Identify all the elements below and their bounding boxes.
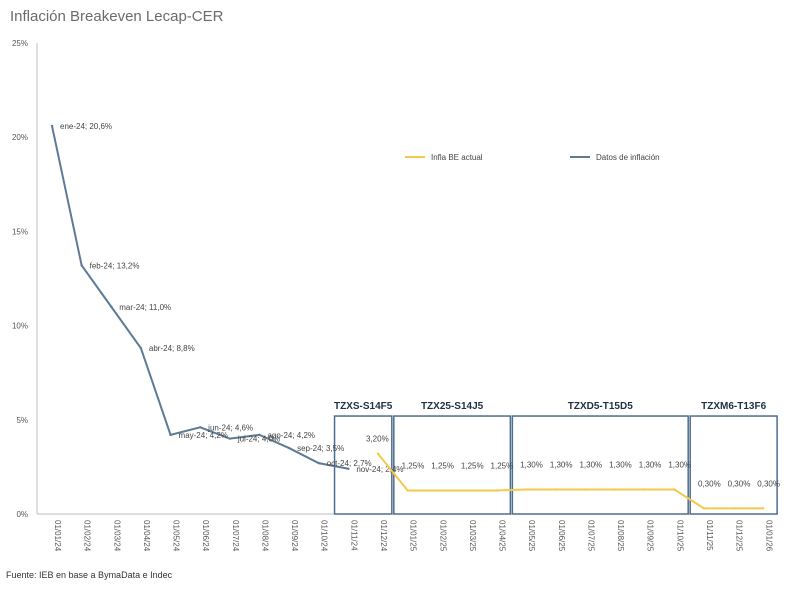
x-tick-label: 01/10/24 [320,520,329,552]
y-tick-label: 20% [12,133,28,142]
data-label: 0,30% [757,479,780,488]
x-tick-label: 01/04/24 [142,520,151,552]
data-point [465,489,469,492]
data-label: 1,30% [668,461,691,470]
x-tick-label: 01/05/24 [172,520,181,552]
data-point [287,446,291,450]
x-tick-label: 01/08/24 [260,520,269,552]
legend-label: Datos de inflación [596,153,660,162]
data-point [613,488,617,491]
data-point [702,507,706,510]
x-tick-label: 01/02/25 [438,520,447,552]
data-label: 3,20% [366,435,389,444]
data-label: feb-24; 13,2% [90,261,140,270]
data-point [347,467,350,470]
x-tick-label: 01/01/26 [764,520,773,552]
x-tick-label: 01/06/25 [557,520,566,552]
data-label: 1,30% [579,461,602,470]
data-label: 0,30% [698,479,721,488]
x-tick-label: 01/11/25 [705,520,714,551]
data-point [376,452,380,455]
data-label: sep-24; 3,5% [297,444,344,453]
y-tick-label: 5% [16,416,28,425]
series-line [51,125,349,470]
x-tick-label: 01/03/24 [112,520,121,552]
y-tick-label: 0% [16,510,28,519]
data-point [495,489,498,492]
data-point [139,347,143,350]
data-point [584,488,587,491]
data-point [110,305,113,308]
data-label: 1,30% [550,461,573,470]
data-point [50,124,54,128]
data-label: ago-24; 4,2% [267,431,315,440]
data-point [198,426,202,429]
series-line [377,453,764,510]
data-point [554,488,558,491]
y-tick-label: 10% [12,322,28,331]
data-point [228,437,232,440]
bond-box [333,415,393,515]
x-tick-label: 01/11/24 [349,520,358,551]
data-label: mar-24; 11,0% [119,303,171,312]
x-tick-label: 01/09/24 [290,520,299,552]
x-tick-label: 01/05/25 [527,520,536,552]
x-tick-label: 01/12/25 [735,520,744,552]
bond-box-label: TZXD5-T15D5 [568,401,633,412]
chart-title: Inflación Breakeven Lecap-CER [10,8,224,25]
data-point [436,489,439,492]
bond-box-label: TZXS-S14F5 [334,401,393,412]
legend-label: Infla BE actual [431,153,483,162]
data-label: nov-24; 2,4% [356,465,403,474]
x-tick-label: 01/06/24 [201,520,210,552]
x-tick-label: 01/10/25 [675,520,684,552]
x-tick-label: 01/07/24 [231,520,240,552]
data-point [80,264,83,267]
x-tick-label: 01/01/24 [53,520,62,552]
y-tick-label: 15% [12,227,28,236]
bond-box-label: TZXM6-T13F6 [701,401,766,412]
y-tick-label: 25% [12,39,28,48]
data-point [732,507,735,510]
data-point [406,489,409,492]
bond-box-label: TZX25-S14J5 [421,401,484,412]
x-tick-label: 01/07/25 [586,520,595,552]
x-tick-label: 01/01/25 [409,520,418,552]
data-point [317,461,320,465]
data-label: 1,25% [431,461,454,470]
data-label: 1,25% [491,461,514,470]
data-label: abr-24; 8,8% [149,344,195,353]
data-point [643,488,646,491]
data-point [762,507,765,510]
x-tick-label: 01/12/24 [379,520,388,552]
x-tick-label: 01/08/25 [616,520,625,552]
bond-box [393,415,512,515]
data-point [169,433,172,437]
data-label: ene-24; 20,6% [60,122,112,131]
data-label: jul-24; 4,0% [237,435,280,444]
data-label: 1,30% [639,461,662,470]
data-label: 1,25% [402,461,425,470]
x-tick-label: 01/02/24 [83,520,92,552]
data-point [673,488,676,491]
bond-box [689,415,778,515]
bond-box [511,415,689,515]
data-point [258,433,261,437]
data-label: 0,30% [728,479,751,488]
source-note: Fuente: IEB en base a BymaData e Indec [6,570,173,580]
data-label: jun-24; 4,6% [207,423,253,432]
data-label: oct-24; 2,7% [327,459,372,468]
data-label: 1,30% [609,461,632,470]
data-label: may-24; 4,2% [179,431,228,440]
data-point [524,488,528,491]
x-tick-label: 01/04/25 [498,520,507,552]
x-tick-label: 01/09/25 [646,520,655,552]
x-tick-label: 01/03/25 [468,520,477,552]
data-label: 1,30% [520,461,543,470]
data-label: 1,25% [461,461,484,470]
